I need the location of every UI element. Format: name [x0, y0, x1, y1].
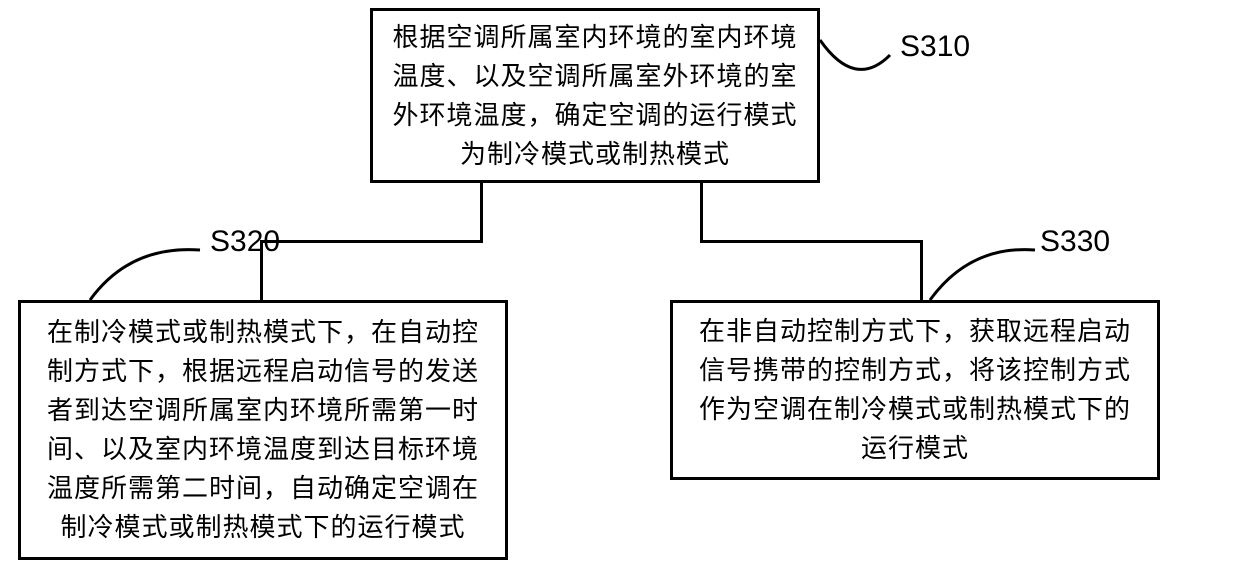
connector-segment [260, 240, 483, 243]
leader-line-s320 [80, 235, 210, 310]
flow-box-s310-text: 根据空调所属室内环境的室内环境温度、以及空调所属室外环境的室外环境温度，确定空调… [389, 18, 801, 174]
connector-segment [700, 183, 703, 243]
leader-line-s330 [920, 235, 1045, 310]
step-label-s330: S330 [1040, 225, 1110, 259]
flow-box-s330: 在非自动控制方式下，获取远程启动信号携带的控制方式，将该控制方式作为空调在制冷模… [670, 300, 1160, 480]
connector-segment [920, 240, 923, 300]
flow-box-s320: 在制冷模式或制热模式下，在自动控制方式下，根据远程启动信号的发送者到达空调所属室… [18, 300, 508, 560]
flow-box-s320-text: 在制冷模式或制热模式下，在自动控制方式下，根据远程启动信号的发送者到达空调所属室… [37, 313, 489, 547]
connector-segment [700, 240, 923, 243]
step-label-s310: S310 [900, 30, 970, 64]
flow-box-s310: 根据空调所属室内环境的室内环境温度、以及空调所属室外环境的室外环境温度，确定空调… [370, 8, 820, 183]
flow-box-s330-text: 在非自动控制方式下，获取远程启动信号携带的控制方式，将该控制方式作为空调在制冷模… [689, 312, 1141, 468]
connector-segment [480, 183, 483, 243]
leader-line-s310 [810, 30, 900, 100]
connector-segment [260, 240, 263, 300]
